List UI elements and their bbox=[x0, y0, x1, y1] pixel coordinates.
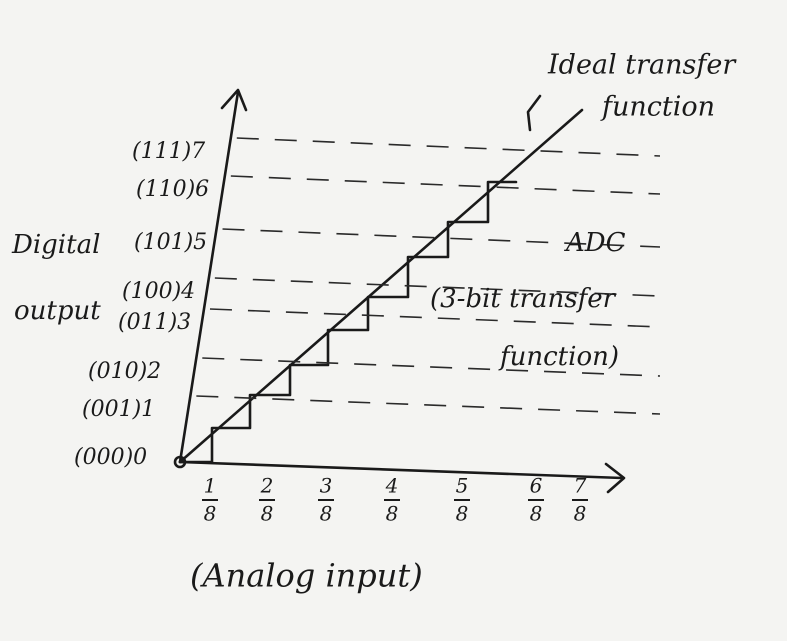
x-label-denominator: 8 bbox=[530, 502, 543, 526]
x-label-denominator: 8 bbox=[386, 502, 399, 526]
x-label-numerator: 6 bbox=[530, 474, 543, 498]
x-label-denominator: 8 bbox=[456, 502, 469, 526]
adc-label: function) bbox=[498, 342, 619, 372]
y-axis-title: Digital bbox=[11, 230, 100, 260]
y-level-label: (010)2 bbox=[88, 359, 161, 384]
ideal-label: function bbox=[600, 92, 715, 123]
x-label-numerator: 7 bbox=[574, 474, 587, 498]
y-level-label: (110)6 bbox=[136, 177, 209, 202]
x-label-numerator: 5 bbox=[456, 474, 469, 498]
x-axis-title: (Analog input) bbox=[190, 557, 423, 595]
y-level-label: (101)5 bbox=[134, 230, 207, 255]
x-label-denominator: 8 bbox=[320, 502, 333, 526]
y-level-label: (111)7 bbox=[132, 139, 205, 164]
x-label-denominator: 8 bbox=[574, 502, 587, 526]
y-level-label: (011)3 bbox=[118, 310, 191, 335]
y-level-label: (001)1 bbox=[82, 397, 155, 422]
y-axis-title: output bbox=[14, 296, 101, 326]
diagram: (000)0 (001)1 (010)2 (011)3 (100)4 (101)5 (110… bbox=[0, 0, 787, 641]
y-level-label: (000)0 bbox=[74, 445, 147, 470]
x-label-denominator: 8 bbox=[261, 502, 274, 526]
x-label-numerator: 4 bbox=[385, 474, 399, 498]
x-label-denominator: 8 bbox=[204, 502, 217, 526]
adc-label: ADC bbox=[564, 228, 626, 258]
x-label-numerator: 1 bbox=[204, 474, 217, 498]
x-label-numerator: 2 bbox=[260, 474, 274, 498]
ideal-label: Ideal transfer bbox=[547, 50, 737, 81]
x-label-numerator: 3 bbox=[320, 474, 333, 498]
y-level-label: (100)4 bbox=[122, 279, 195, 304]
adc-label: (3-bit transfer bbox=[430, 284, 617, 314]
